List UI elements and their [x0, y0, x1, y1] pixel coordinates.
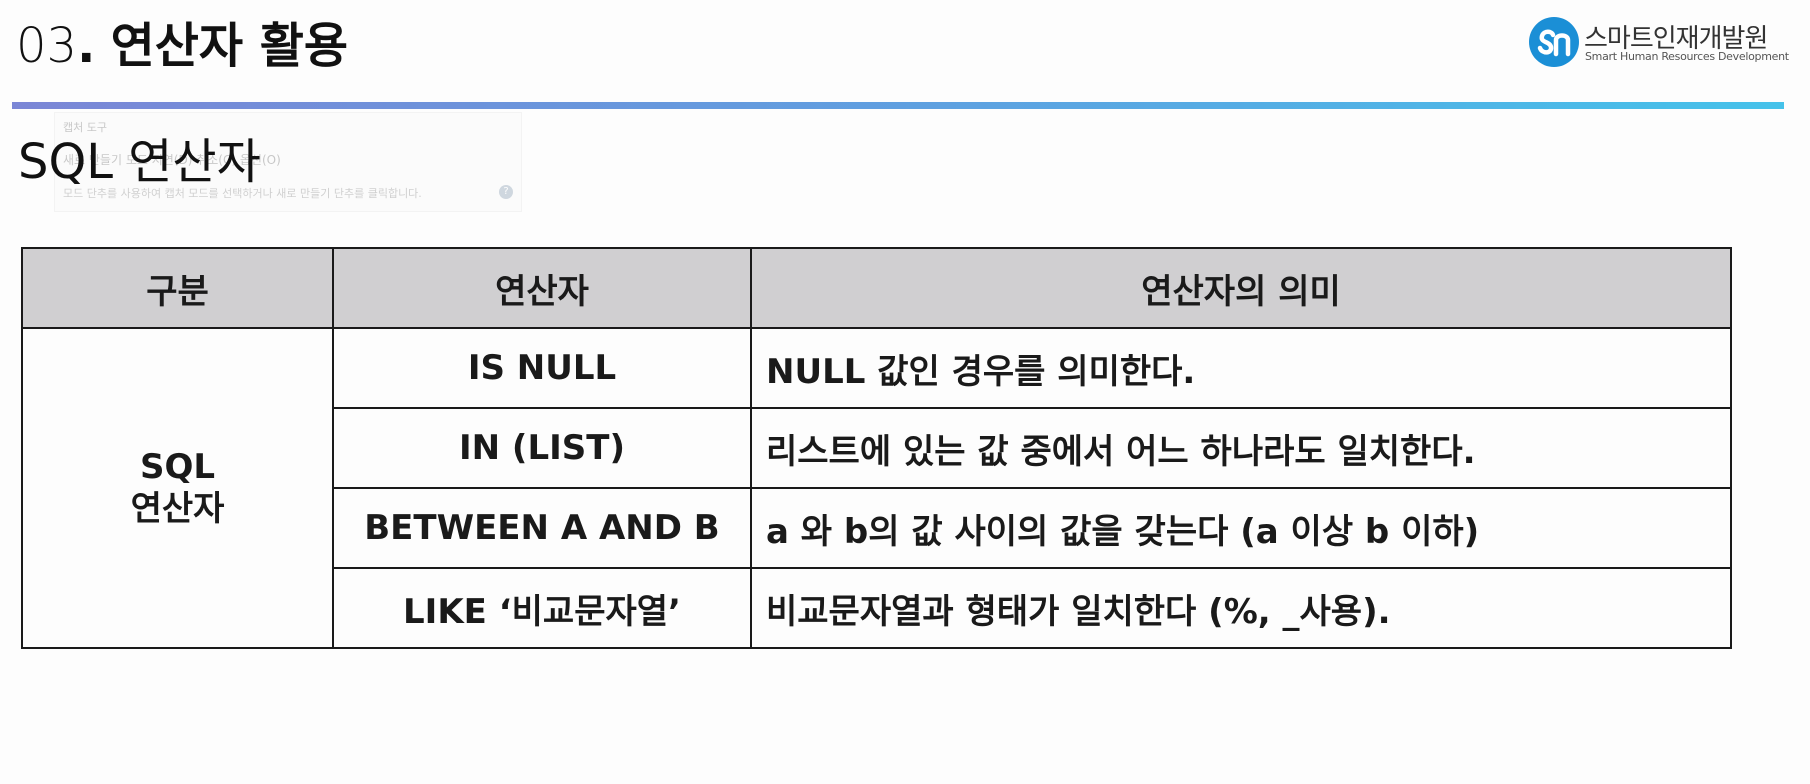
logo-name-en: Smart Human Resources Development: [1585, 50, 1789, 63]
logo-name-ko: 스마트인재개발원: [1584, 24, 1768, 54]
table-row: SQL 연산자 IS NULL NULL 값인 경우를 의미한다.: [21, 327, 1732, 649]
help-icon: ?: [499, 185, 513, 199]
category-cell: SQL 연산자: [21, 327, 334, 649]
operator-cell: LIKE ‘비교문자열’: [332, 567, 752, 649]
brand-logo: 스마트인재개발원 Smart Human Resources Developme…: [1528, 16, 1789, 68]
operator-table: 구분 연산자 연산자의 의미 SQL 연산자 IS NULL NULL 값인 경…: [21, 247, 1732, 649]
sm-logo-icon: [1529, 17, 1579, 67]
meaning-cell: a 와 b의 값 사이의 값을 갖는다 (a 이상 b 이하): [750, 487, 1732, 569]
ghost-toolbar-title: 캡처 도구: [63, 121, 107, 134]
table-row: IN (LIST) 리스트에 있는 값 중에서 어느 하나라도 일치한다.: [22, 407, 1732, 489]
operator-cell: IS NULL: [332, 327, 752, 409]
heading-dot: .: [77, 18, 96, 74]
section-title: SQL 연산자: [18, 134, 261, 190]
accent-divider: [12, 102, 1784, 109]
ghost-snipping-toolbar: 캡처 도구 새로 만들기 모드 지연(D) 취소(C) 옵션(O) 모드 단추를…: [54, 112, 522, 212]
meaning-cell: NULL 값인 경우를 의미한다.: [750, 327, 1732, 409]
operator-cell: BETWEEN A AND B: [332, 487, 752, 569]
page-heading: 03. 연산자 활용: [16, 6, 348, 76]
ghost-toolbar-hint: 모드 단추를 사용하여 캡처 모드를 선택하거나 새로 만들기 단추를 클릭합니…: [63, 187, 422, 200]
meaning-cell: 리스트에 있는 값 중에서 어느 하나라도 일치한다.: [750, 407, 1732, 489]
header-operator: 연산자: [332, 247, 752, 329]
table-row: BETWEEN A AND B a 와 b의 값 사이의 값을 갖는다 (a 이…: [22, 487, 1732, 569]
category-line2: 연산자: [130, 489, 225, 529]
header-category: 구분: [21, 247, 334, 329]
meaning-cell: 비교문자열과 형태가 일치한다 (%, _사용).: [750, 567, 1732, 649]
table-header-row: 구분 연산자 연산자의 의미: [21, 247, 1732, 329]
ghost-toolbar-row: 새로 만들기 모드 지연(D) 취소(C) 옵션(O): [63, 153, 281, 167]
heading-number: 03: [16, 18, 78, 74]
heading-title: 연산자 활용: [110, 18, 349, 74]
operator-cell: IN (LIST): [332, 407, 752, 489]
table-row: LIKE ‘비교문자열’ 비교문자열과 형태가 일치한다 (%, _사용).: [22, 567, 1732, 649]
category-line1: SQL: [139, 447, 216, 487]
header-meaning: 연산자의 의미: [750, 247, 1732, 329]
